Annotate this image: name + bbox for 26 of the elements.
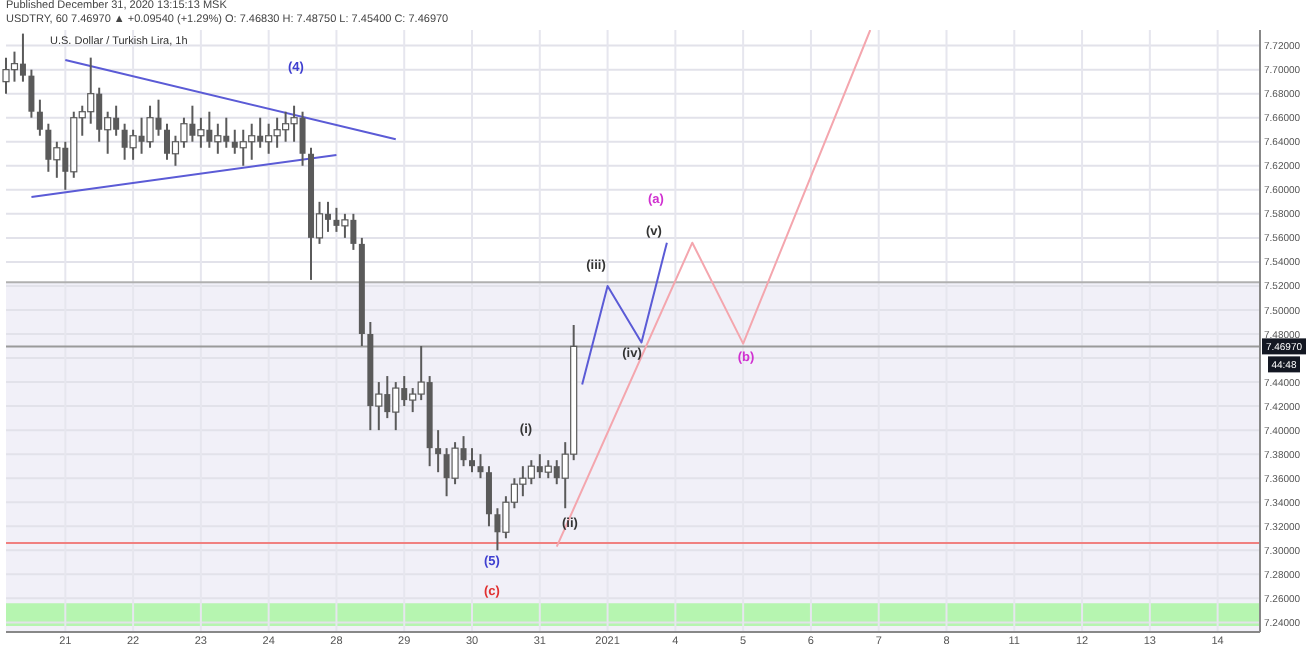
candlestick	[19, 32, 26, 83]
candlestick	[265, 122, 273, 155]
candlestick	[409, 387, 417, 414]
candlestick	[129, 128, 137, 161]
candlestick	[469, 447, 476, 474]
candlestick	[544, 459, 552, 480]
candlestick	[214, 122, 222, 155]
candlestick	[146, 104, 154, 149]
candlestick	[477, 453, 484, 480]
candlestick	[197, 116, 205, 149]
candlestick	[324, 200, 331, 233]
line-series	[581, 241, 668, 386]
line-series	[555, 30, 872, 548]
candlestick	[10, 50, 19, 83]
candlestick	[273, 116, 281, 149]
candlestick	[36, 98, 43, 137]
candlestick	[239, 128, 247, 167]
candlestick	[519, 465, 527, 498]
candlestick	[485, 465, 492, 528]
candlestick	[527, 459, 535, 486]
candlestick	[45, 122, 52, 173]
candlestick	[28, 68, 35, 119]
candlestick	[435, 429, 442, 474]
candlestick	[392, 381, 400, 432]
candlestick	[248, 122, 256, 161]
candlestick	[87, 56, 95, 125]
